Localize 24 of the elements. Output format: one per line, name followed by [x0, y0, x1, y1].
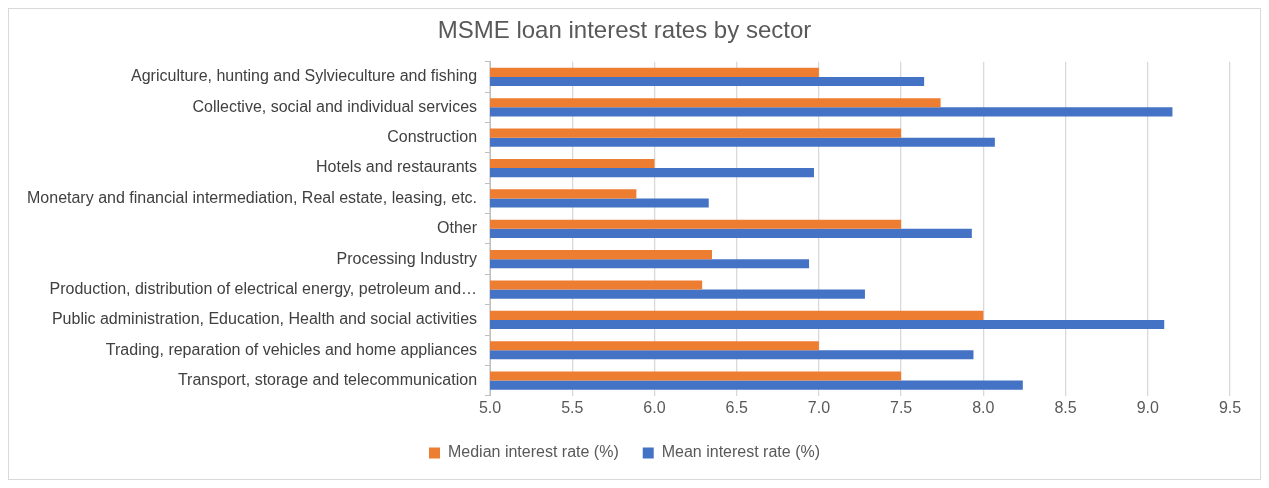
x-tick-label: 9.5: [1218, 398, 1242, 416]
y-tick-label: Public administration, Education, Health and social activities: [51, 310, 478, 328]
y-tick-label: Construction: [387, 128, 478, 146]
x-tick-label: 7.0: [807, 398, 831, 416]
y-tick-label: Hotels and restaurants: [316, 158, 478, 176]
y-tick-label: Transport, storage and telecommunication: [177, 371, 478, 389]
x-tick-label: 8.0: [972, 398, 995, 416]
y-tick-label: Other: [437, 219, 478, 237]
legend-label: Median interest rate (%): [447, 443, 619, 461]
x-tick-label: 6.5: [725, 398, 748, 416]
x-tick-label: 7.5: [890, 398, 913, 416]
chart-title: MSME loan interest rates by sector: [437, 16, 812, 44]
x-tick-label: 9.0: [1136, 398, 1159, 416]
x-tick-label: 5.5: [561, 398, 584, 416]
legend-label: Mean interest rate (%): [661, 443, 821, 461]
y-tick-label: Production, distribution of electrical energy, petroleum and…: [49, 279, 478, 297]
x-tick-label: 8.5: [1054, 398, 1077, 416]
y-tick-label: Agriculture, hunting and Sylvieculture and fishing: [131, 67, 478, 85]
y-tick-label: Collective, social and individual services: [192, 97, 478, 115]
y-tick-label: Monetary and financial intermediation, Real estate, leasing, etc.: [27, 188, 478, 206]
y-tick-label: Trading, reparation of vehicles and home appliances: [105, 340, 478, 358]
x-tick-label: 6.0: [643, 398, 666, 416]
y-tick-label: Processing Industry: [336, 249, 478, 267]
x-tick-label: 5.0: [478, 398, 502, 416]
